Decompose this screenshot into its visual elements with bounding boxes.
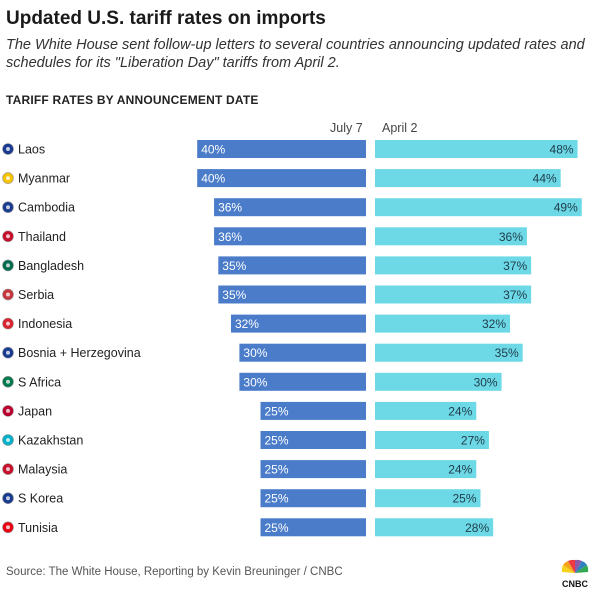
value-label-july-s-africa: 30% bbox=[243, 375, 267, 389]
cnbc-logo-text: CNBC bbox=[562, 579, 588, 589]
tariff-bar-chart: Laos 40% 48% Myanmar 40% 44% Cambodia 36% 49% Tha… bbox=[2, 140, 582, 537]
bar-july-malaysia bbox=[260, 460, 366, 479]
flag-detail-icon bbox=[6, 292, 10, 297]
value-label-april-thailand: 36% bbox=[499, 230, 523, 244]
flag-detail-icon bbox=[6, 496, 10, 501]
value-label-april-kazakhstan: 27% bbox=[461, 434, 485, 448]
bar-april-bangladesh bbox=[375, 256, 532, 275]
category-label-laos: Laos bbox=[18, 143, 45, 157]
category-label-tunisia: Tunisia bbox=[18, 521, 58, 535]
value-label-july-japan: 25% bbox=[265, 404, 289, 418]
bar-july-cambodia bbox=[214, 198, 366, 217]
value-label-april-s-korea: 25% bbox=[452, 492, 476, 506]
value-label-july-bangladesh: 35% bbox=[222, 259, 246, 273]
value-label-april-laos: 48% bbox=[550, 143, 574, 157]
bar-april-s-africa bbox=[375, 372, 502, 391]
bar-april-bosnia-herzegovina bbox=[375, 343, 523, 362]
flag-detail-icon bbox=[6, 321, 10, 326]
flag-detail-icon bbox=[6, 379, 10, 384]
category-label-serbia: Serbia bbox=[18, 288, 54, 302]
flag-detail-icon bbox=[6, 176, 10, 181]
category-label-cambodia: Cambodia bbox=[18, 201, 75, 215]
bar-july-s-africa bbox=[239, 372, 366, 391]
bar-april-kazakhstan bbox=[375, 431, 489, 449]
bar-july-serbia bbox=[218, 285, 366, 304]
bar-july-indonesia bbox=[230, 314, 366, 333]
flag-detail-icon bbox=[6, 205, 10, 210]
value-label-july-thailand: 36% bbox=[218, 230, 242, 244]
category-label-myanmar: Myanmar bbox=[18, 172, 70, 186]
value-label-july-indonesia: 32% bbox=[235, 317, 259, 331]
value-label-april-indonesia: 32% bbox=[482, 317, 506, 331]
value-label-july-tunisia: 25% bbox=[265, 521, 289, 535]
category-label-s-africa: S Africa bbox=[18, 375, 61, 389]
series-header-july: July 7 bbox=[330, 121, 363, 135]
series-header-april: April 2 bbox=[382, 121, 418, 135]
value-label-july-laos: 40% bbox=[201, 143, 225, 157]
value-label-april-cambodia: 49% bbox=[554, 201, 578, 215]
value-label-april-serbia: 37% bbox=[503, 288, 527, 302]
value-label-july-cambodia: 36% bbox=[218, 201, 242, 215]
category-label-kazakhstan: Kazakhstan bbox=[18, 434, 83, 448]
bar-april-cambodia bbox=[375, 198, 582, 217]
value-label-april-myanmar: 44% bbox=[533, 172, 557, 186]
flag-detail-icon bbox=[6, 525, 10, 530]
bar-april-thailand bbox=[375, 227, 527, 246]
bar-april-japan bbox=[375, 401, 477, 420]
category-label-bangladesh: Bangladesh bbox=[18, 259, 84, 273]
chart-title: Updated U.S. tariff rates on imports bbox=[6, 8, 326, 29]
bar-july-tunisia bbox=[260, 518, 366, 537]
flag-detail-icon bbox=[6, 350, 10, 355]
bar-april-malaysia bbox=[375, 460, 477, 479]
value-label-july-kazakhstan: 25% bbox=[265, 434, 289, 448]
value-label-july-bosnia-herzegovina: 30% bbox=[243, 346, 267, 360]
bar-april-serbia bbox=[375, 285, 532, 304]
bar-april-myanmar bbox=[375, 169, 561, 188]
value-label-july-s-korea: 25% bbox=[265, 492, 289, 506]
bar-july-bangladesh bbox=[218, 256, 366, 275]
chart-subtitle: The White House sent follow-up letters t… bbox=[6, 37, 585, 71]
category-label-indonesia: Indonesia bbox=[18, 317, 72, 331]
category-label-s-korea: S Korea bbox=[18, 492, 63, 506]
bar-july-bosnia-herzegovina bbox=[239, 343, 366, 362]
category-label-bosnia-herzegovina: Bosnia + Herzegovina bbox=[18, 346, 141, 360]
bar-july-japan bbox=[260, 401, 366, 420]
value-label-april-tunisia: 28% bbox=[465, 521, 489, 535]
bar-april-tunisia bbox=[375, 518, 494, 537]
value-label-july-malaysia: 25% bbox=[265, 463, 289, 477]
flag-detail-icon bbox=[6, 263, 10, 268]
bar-april-indonesia bbox=[375, 314, 511, 333]
value-label-july-serbia: 35% bbox=[222, 288, 246, 302]
flag-detail-icon bbox=[6, 438, 10, 442]
category-label-malaysia: Malaysia bbox=[18, 463, 67, 477]
bar-april-s-korea bbox=[375, 489, 481, 508]
value-label-july-myanmar: 40% bbox=[201, 172, 225, 186]
bar-july-s-korea bbox=[260, 489, 366, 508]
bar-april-laos bbox=[375, 140, 578, 158]
bar-july-myanmar bbox=[197, 169, 366, 188]
bar-july-kazakhstan bbox=[260, 431, 366, 449]
value-label-april-bosnia-herzegovina: 35% bbox=[495, 346, 519, 360]
value-label-april-malaysia: 24% bbox=[448, 463, 472, 477]
cnbc-logo: CNBC bbox=[561, 559, 588, 589]
value-label-april-japan: 24% bbox=[448, 404, 472, 418]
category-label-thailand: Thailand bbox=[18, 230, 66, 244]
flag-detail-icon bbox=[6, 408, 10, 413]
source-note: Source: The White House, Reporting by Ke… bbox=[6, 566, 343, 578]
value-label-april-s-africa: 30% bbox=[474, 375, 498, 389]
bar-july-thailand bbox=[214, 227, 366, 246]
category-label-japan: Japan bbox=[18, 404, 52, 418]
value-label-april-bangladesh: 37% bbox=[503, 259, 527, 273]
bar-july-laos bbox=[197, 140, 366, 158]
flag-detail-icon bbox=[6, 467, 10, 472]
flag-detail-icon bbox=[6, 234, 10, 239]
flag-detail-icon bbox=[6, 147, 10, 151]
section-heading: TARIFF RATES BY ANNOUNCEMENT DATE bbox=[6, 93, 259, 107]
